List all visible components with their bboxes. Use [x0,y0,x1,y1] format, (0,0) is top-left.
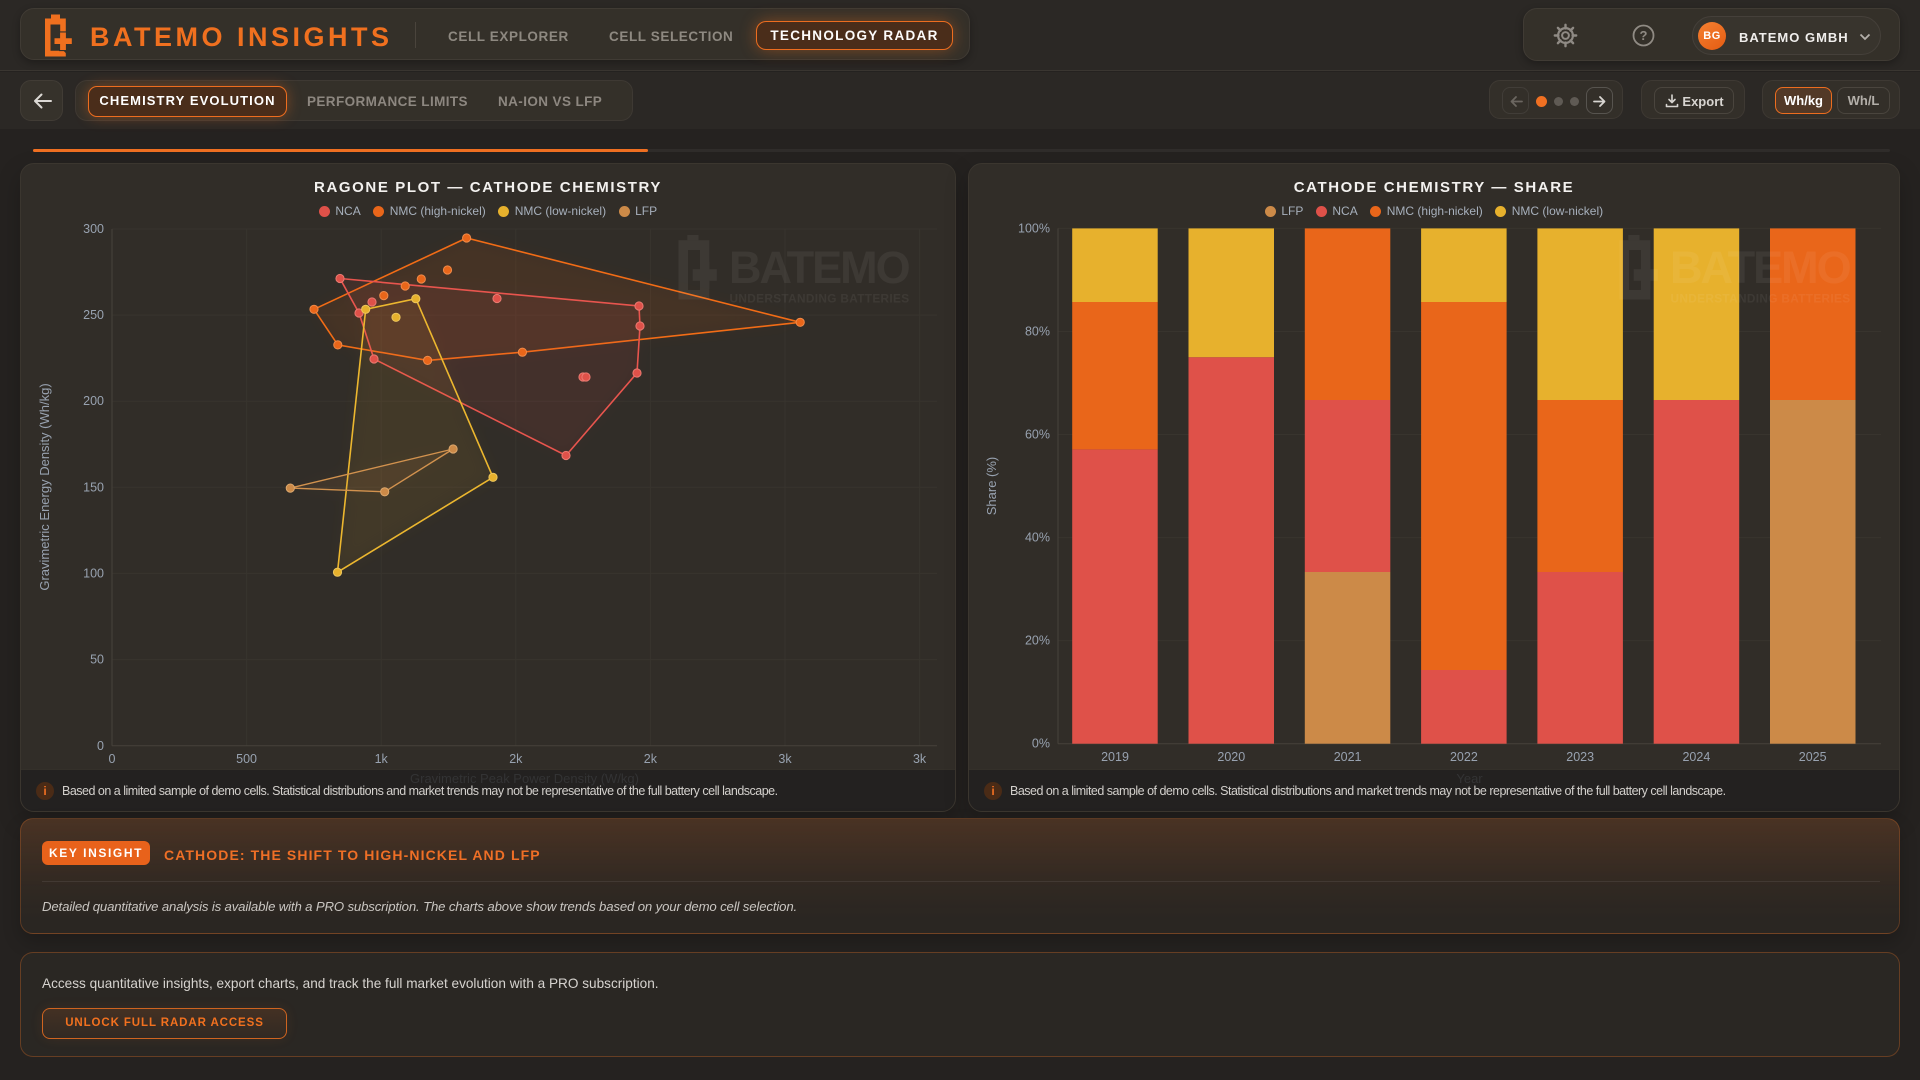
svg-text:3k: 3k [778,752,792,766]
svg-text:50: 50 [90,653,104,667]
svg-text:2023: 2023 [1566,750,1594,764]
svg-text:1k: 1k [375,752,389,766]
svg-text:200: 200 [83,394,104,408]
svg-text:?: ? [1640,28,1648,43]
svg-text:2019: 2019 [1101,750,1129,764]
svg-text:60%: 60% [1025,428,1050,442]
svg-text:100%: 100% [1018,221,1050,235]
svg-text:0%: 0% [1032,737,1050,751]
svg-text:100: 100 [83,566,104,580]
svg-text:300: 300 [83,222,104,236]
svg-text:500: 500 [236,752,257,766]
svg-text:Share (%): Share (%) [984,457,999,516]
svg-text:Gravimetric Energy Density (Wh: Gravimetric Energy Density (Wh/kg) [37,383,52,590]
svg-text:UNDERSTANDING BATTERIES: UNDERSTANDING BATTERIES [1671,292,1851,306]
svg-text:150: 150 [83,480,104,494]
svg-text:UNDERSTANDING BATTERIES: UNDERSTANDING BATTERIES [730,292,910,306]
svg-text:BATEMO: BATEMO [1670,242,1851,293]
svg-text:BATEMO: BATEMO [729,242,910,293]
svg-text:2021: 2021 [1334,750,1362,764]
svg-text:40%: 40% [1025,531,1050,545]
svg-text:2022: 2022 [1450,750,1478,764]
svg-text:2k: 2k [644,752,658,766]
svg-text:3k: 3k [913,752,927,766]
svg-text:80%: 80% [1025,325,1050,339]
svg-text:2024: 2024 [1682,750,1710,764]
svg-text:250: 250 [83,308,104,322]
svg-text:0: 0 [109,752,116,766]
svg-text:2020: 2020 [1217,750,1245,764]
svg-text:0: 0 [97,739,104,753]
svg-text:20%: 20% [1025,634,1050,648]
svg-text:2k: 2k [509,752,523,766]
svg-text:2025: 2025 [1799,750,1827,764]
